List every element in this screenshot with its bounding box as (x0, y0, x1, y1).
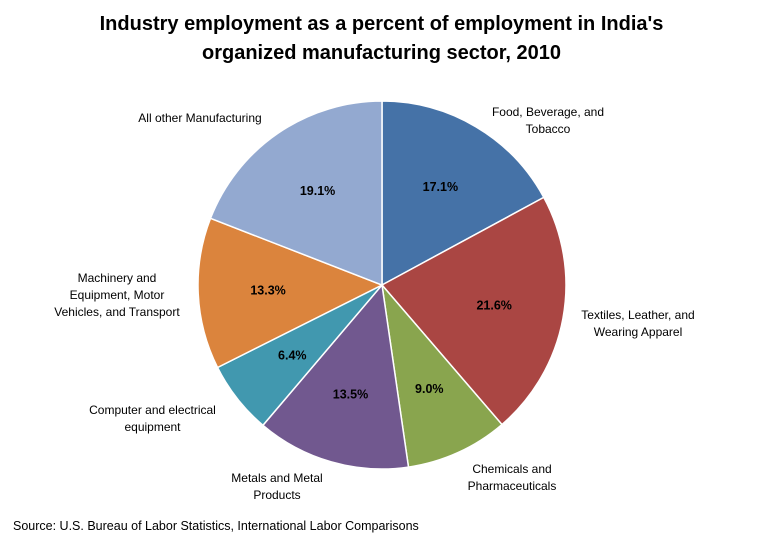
source-note: Source: U.S. Bureau of Labor Statistics,… (13, 519, 419, 533)
pct-label-other: 19.1% (300, 184, 335, 198)
pie-slice-food (381, 100, 545, 287)
pct-label-computer: 6.4% (278, 348, 307, 362)
slice-label-other: All other Manufacturing (138, 111, 262, 125)
pie-slice-other (209, 100, 383, 287)
pct-label-food: 17.1% (423, 180, 458, 194)
slice-label-textiles: Textiles, Leather, and Wearing Apparel (581, 308, 695, 339)
pct-label-metals: 13.5% (333, 388, 368, 402)
chart-title-line-2: organized manufacturing sector, 2010 (202, 42, 561, 64)
pie-slice-machinery (197, 217, 384, 369)
chart-title: Industry employment as a percent of empl… (0, 10, 763, 68)
slice-label-metals: Metals and Metal Products (231, 471, 323, 502)
pct-label-machinery: 13.3% (250, 283, 285, 297)
pie-slice-chemicals (380, 282, 503, 468)
pct-label-chemicals: 9.0% (415, 382, 444, 396)
pie-slice-metals (261, 283, 410, 470)
slice-label-chemicals: Chemicals and Pharmaceuticals (467, 462, 557, 493)
slice-label-computer: Computer and electrical equipment (89, 403, 216, 434)
chart-title-line-1: Industry employment as a percent of empl… (99, 13, 664, 35)
pct-label-textiles: 21.6% (476, 299, 511, 313)
pie-slice-textiles (380, 196, 567, 426)
slice-label-food: Food, Beverage, and Tobacco (491, 105, 605, 136)
slice-label-machinery: Machinery and Equipment, Motor Vehicles,… (54, 271, 180, 319)
